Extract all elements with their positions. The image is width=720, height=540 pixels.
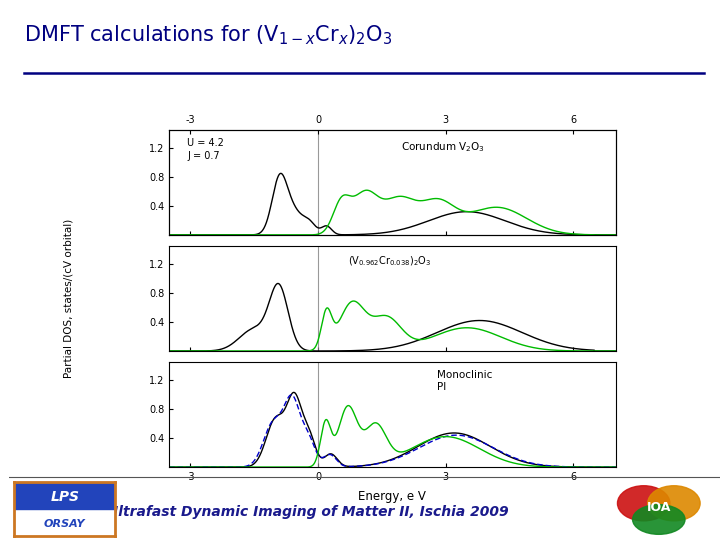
- Ellipse shape: [633, 504, 685, 535]
- Text: Partial DOS, states/(cV orbital): Partial DOS, states/(cV orbital): [63, 219, 73, 378]
- Text: DMFT calculations for (V$_{1-x}$Cr$_x$)$_2$O$_3$: DMFT calculations for (V$_{1-x}$Cr$_x$)$…: [24, 23, 392, 46]
- Text: U = 4.2
J = 0.7: U = 4.2 J = 0.7: [187, 138, 224, 161]
- Ellipse shape: [618, 486, 670, 521]
- Ellipse shape: [648, 486, 700, 521]
- Text: ORSAY: ORSAY: [44, 519, 86, 529]
- Text: Ultrafast Dynamic Imaging of Matter II, Ischia 2009: Ultrafast Dynamic Imaging of Matter II, …: [107, 505, 508, 518]
- Text: (V$_{0.962}$Cr$_{0.038}$)$_2$O$_3$: (V$_{0.962}$Cr$_{0.038}$)$_2$O$_3$: [348, 254, 431, 268]
- Text: IOA: IOA: [647, 501, 671, 514]
- Text: Energy, e V: Energy, e V: [359, 490, 426, 503]
- Text: Corundum V$_2$O$_3$: Corundum V$_2$O$_3$: [401, 140, 485, 154]
- Text: LPS: LPS: [50, 490, 79, 504]
- Bar: [14, 482, 115, 509]
- Text: Monoclinic
PI: Monoclinic PI: [437, 370, 492, 392]
